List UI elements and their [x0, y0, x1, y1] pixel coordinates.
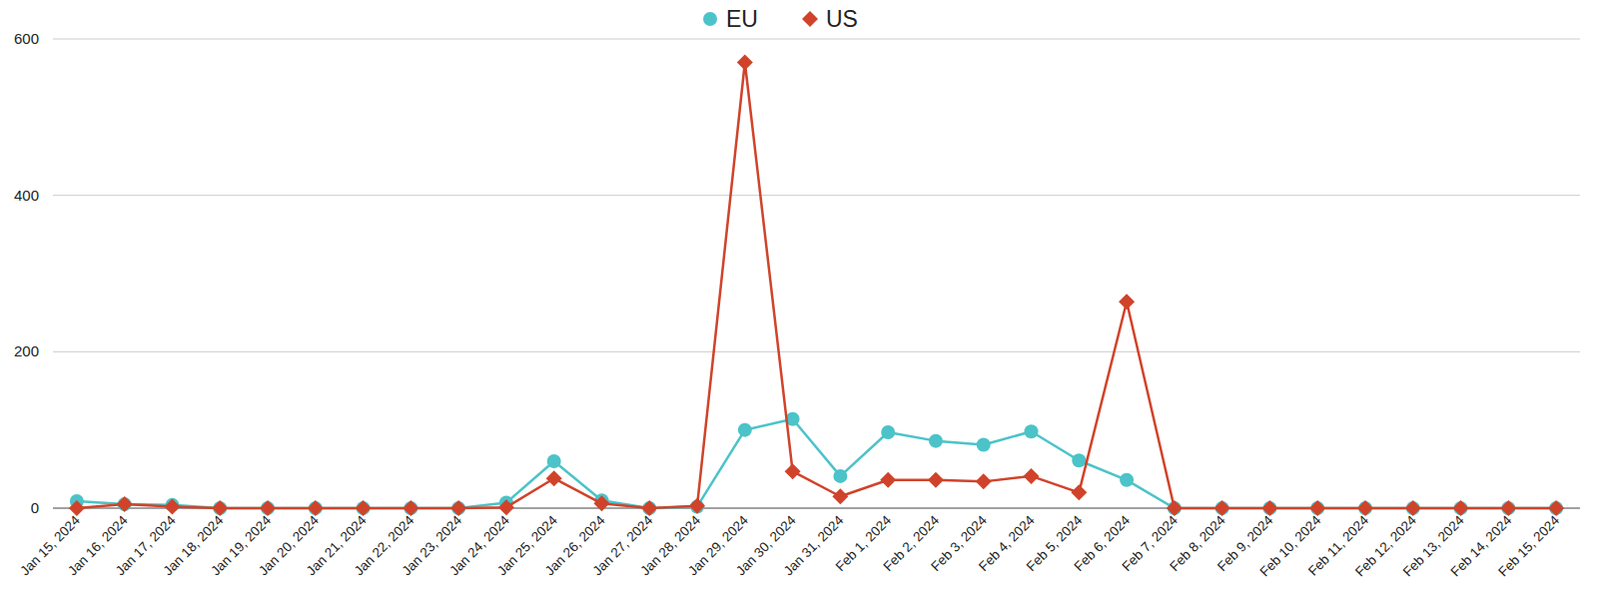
marker — [1023, 468, 1040, 485]
marker — [259, 500, 276, 517]
marker — [593, 495, 610, 512]
marker — [642, 501, 657, 516]
marker — [116, 496, 133, 513]
marker — [785, 463, 801, 480]
marker — [1119, 473, 1134, 488]
marker — [1215, 501, 1230, 516]
marker — [703, 11, 718, 26]
marker — [546, 470, 563, 487]
marker — [1406, 501, 1421, 516]
marker — [260, 501, 275, 516]
marker — [403, 501, 418, 516]
marker — [1118, 293, 1135, 310]
chart: 0200400600Jan 15, 2024Jan 16, 2024Jan 17… — [0, 0, 1600, 606]
marker — [801, 10, 818, 27]
marker — [498, 499, 515, 516]
marker — [641, 500, 658, 517]
marker — [737, 54, 754, 71]
marker — [1261, 500, 1278, 517]
marker — [928, 434, 943, 449]
marker — [1262, 501, 1277, 516]
marker — [1453, 500, 1470, 517]
grid-line — [52, 38, 1581, 40]
marker — [451, 501, 466, 516]
series-line — [76, 62, 1557, 510]
y-tick-label: 600 — [13, 29, 39, 47]
marker — [1405, 500, 1422, 517]
legend-label: EU — [726, 5, 759, 32]
marker — [738, 423, 753, 438]
marker — [975, 473, 992, 490]
marker — [1071, 453, 1086, 468]
marker — [355, 500, 372, 517]
marker — [68, 500, 85, 517]
marker — [1357, 500, 1374, 517]
marker — [1454, 501, 1469, 516]
marker — [832, 469, 847, 484]
marker — [547, 454, 562, 469]
x-tick-label: Feb 15, 2024 — [1495, 512, 1563, 580]
marker — [976, 438, 991, 453]
marker — [1501, 501, 1516, 516]
marker — [1500, 500, 1517, 517]
marker — [450, 500, 467, 517]
marker — [308, 501, 323, 516]
marker — [1214, 500, 1231, 517]
marker — [879, 472, 896, 489]
marker — [1548, 500, 1565, 517]
y-tick-label: 200 — [13, 342, 39, 360]
marker — [1167, 501, 1182, 516]
grid-line — [52, 194, 1581, 196]
marker — [163, 498, 180, 515]
marker — [1070, 484, 1087, 501]
y-range — [52, 38, 54, 509]
marker — [356, 501, 371, 516]
marker — [1309, 500, 1326, 517]
marker — [1549, 501, 1564, 516]
legend: EU US — [703, 5, 858, 32]
y-tick-label: 400 — [13, 186, 39, 204]
marker — [831, 488, 848, 505]
marker — [1310, 501, 1325, 516]
marker — [1358, 501, 1373, 516]
series-line — [76, 419, 1557, 509]
y-tick-label: 0 — [30, 499, 39, 517]
grid-line — [52, 351, 1581, 353]
marker — [117, 497, 132, 512]
plot-area — [68, 54, 1565, 518]
marker — [689, 498, 706, 515]
legend-label: US — [825, 5, 858, 32]
marker — [307, 500, 324, 517]
marker — [402, 500, 419, 517]
marker — [927, 472, 944, 489]
marker — [1024, 424, 1039, 439]
marker — [211, 500, 228, 517]
marker — [212, 501, 227, 516]
marker — [1166, 500, 1183, 517]
marker — [880, 425, 895, 440]
